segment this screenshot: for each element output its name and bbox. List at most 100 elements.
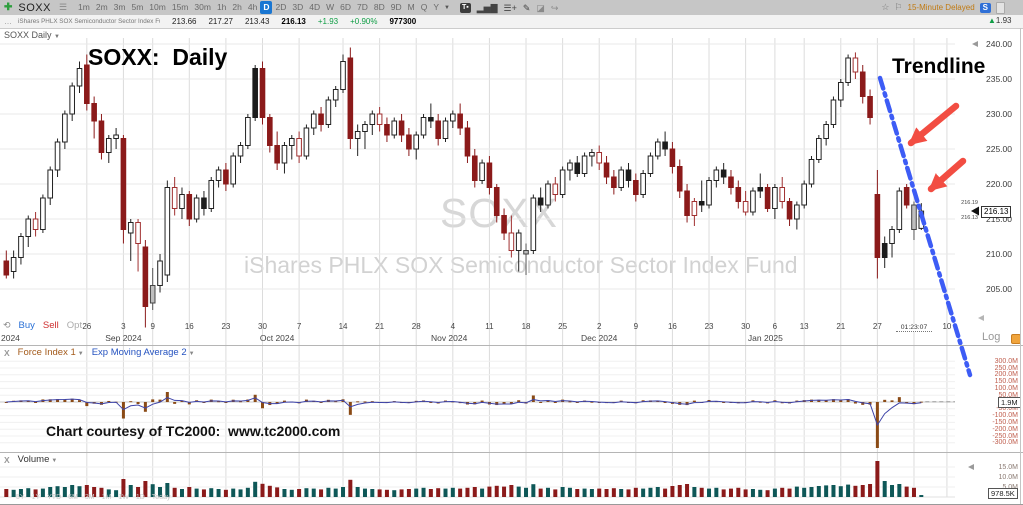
- timeframe-9D[interactable]: 9D: [390, 2, 402, 12]
- timeframe-Q[interactable]: Q: [420, 2, 428, 12]
- last-price-box: 216.13: [981, 205, 1012, 218]
- delayed-status-label: 15-Minute Delayed: [907, 3, 975, 12]
- month-label: Dec 2024: [581, 333, 618, 343]
- force-index-series: [4, 392, 955, 448]
- force-axis-label: 250.0M: [994, 364, 1018, 372]
- timeframe-Y[interactable]: Y: [433, 2, 440, 12]
- chart-type-icon[interactable]: ▂▅▇: [476, 2, 498, 13]
- quote-change: +1.93: [317, 17, 339, 26]
- share-icon[interactable]: ↪: [550, 2, 559, 13]
- add-symbol-icon[interactable]: ✚: [4, 2, 13, 13]
- refresh-icon[interactable]: ⟲: [3, 320, 11, 330]
- symbol-label[interactable]: SOXX: [18, 1, 51, 14]
- timeframe-7D[interactable]: 7D: [357, 2, 368, 12]
- timeframe-3D[interactable]: 3D: [292, 2, 304, 12]
- timeframe-15m[interactable]: 15m: [171, 2, 189, 12]
- layers-icon[interactable]: ◪: [536, 2, 545, 13]
- flag-icon[interactable]: ⚐: [894, 2, 903, 12]
- zoom-presets: 5Y 1Y YTD 6M 3M 1M 1W 1D Today: [16, 494, 170, 501]
- panel-divider-force[interactable]: [0, 345, 1023, 346]
- star-icon[interactable]: ☆: [881, 2, 890, 12]
- zoom-preset-5y[interactable]: 5Y: [16, 494, 25, 501]
- date-tick-label: 16: [667, 322, 677, 331]
- tool-icons: T▪ ▂▅▇ ☰+ ✎ ◪ ↪: [459, 2, 559, 13]
- date-tick-label: 28: [411, 322, 421, 331]
- timeframe-M[interactable]: M: [407, 2, 415, 12]
- zoom-preset-today[interactable]: Today: [151, 494, 171, 501]
- force-axis-label: 100.0M: [994, 384, 1018, 392]
- window-icon[interactable]: [996, 1, 1005, 14]
- toolbar-right: ☆ ⚐ 15-Minute Delayed S: [881, 0, 1005, 15]
- date-tick-label: 21: [836, 322, 846, 331]
- zoom-preset-1d[interactable]: 1D: [135, 494, 145, 501]
- timeframe-2D[interactable]: 2D: [275, 2, 287, 12]
- draw-icon[interactable]: ✎: [522, 2, 531, 13]
- volume-indicator-label[interactable]: Volume ▼: [17, 454, 58, 465]
- zoom-preset-ytd[interactable]: YTD: [47, 494, 62, 501]
- zoom-preset-1w[interactable]: 1W: [118, 494, 129, 501]
- timeframe-1m[interactable]: 1m: [78, 2, 90, 12]
- ema-indicator-label[interactable]: Exp Moving Average 2 ▼: [91, 347, 195, 358]
- zoom-preset-1y[interactable]: 1Y: [31, 494, 41, 501]
- template-icon[interactable]: T▪: [459, 2, 471, 13]
- timeframe-2h[interactable]: 2h: [232, 2, 242, 12]
- timeframe-5m[interactable]: 5m: [131, 2, 144, 12]
- timeframe-10m[interactable]: 10m: [149, 2, 166, 12]
- more-icon[interactable]: …: [4, 17, 12, 26]
- timeframe-4h[interactable]: 4h: [247, 2, 258, 12]
- timeframe-30m[interactable]: 30m: [194, 2, 211, 12]
- timeframe-3m[interactable]: 3m: [113, 2, 126, 12]
- chart-panel-label[interactable]: SOXX Daily ▼: [4, 30, 60, 40]
- menu-icon[interactable]: ☰: [58, 2, 68, 12]
- close-volume-panel-button[interactable]: X: [4, 454, 10, 465]
- timeframe-1h[interactable]: 1h: [216, 2, 227, 12]
- date-tick-label: 10: [942, 322, 952, 331]
- quote-volume: 977300: [389, 17, 417, 26]
- force-axis-label: 200.0M: [994, 371, 1018, 379]
- date-tick-label: 9: [150, 322, 155, 331]
- log-scale-toggle[interactable]: Log: [982, 331, 1001, 343]
- courtesy-text: Chart courtesy of TC2000: www.tc2000.com: [46, 423, 341, 439]
- chevron-down-icon: ▼: [188, 351, 195, 357]
- force-axis-label: 50.0M: [998, 391, 1018, 399]
- timeframe-D[interactable]: D: [260, 1, 273, 14]
- timeframe-W[interactable]: W: [326, 2, 335, 12]
- timeframe-2m[interactable]: 2m: [95, 2, 108, 12]
- date-tick-label: 14: [338, 322, 348, 331]
- volume-series: [4, 461, 924, 497]
- date-tick-label: 4: [450, 322, 456, 331]
- zoom-preset-1m[interactable]: 1M: [101, 494, 112, 501]
- date-tick-label: 9: [633, 322, 639, 331]
- close-force-panel-button[interactable]: X: [4, 347, 10, 358]
- panel-divider-volume[interactable]: [0, 452, 1023, 453]
- buy-button[interactable]: Buy: [18, 320, 35, 331]
- zoom-preset-6m[interactable]: 6M: [68, 494, 78, 501]
- force-panel-header: X Force Index 1 ▼ Exp Moving Average 2 ▼: [4, 347, 195, 358]
- streaming-badge[interactable]: S: [979, 2, 991, 13]
- bar-countdown: 01:23:07: [896, 324, 932, 332]
- chevron-down-icon: ▼: [77, 351, 84, 357]
- quote-last: 216.13: [281, 17, 306, 26]
- quote-low: 213.43: [244, 17, 270, 26]
- month-label: Nov 2024: [430, 333, 468, 343]
- price-axis-label: 225.00: [986, 144, 1012, 154]
- top-toolbar: ✚ SOXX ☰ 1m 2m 3m 5m 10m 15m 30m 1h 2h 4h D 2D 3D 4D W…: [0, 0, 1023, 16]
- add-study-icon[interactable]: ☰+: [503, 2, 517, 13]
- force-axis-label: -300.0M: [992, 439, 1018, 447]
- sell-button[interactable]: Sell: [42, 320, 59, 331]
- volume-current-value-box: 978.5K: [988, 488, 1018, 499]
- quote-bar: … iShares PHLX SOX Semiconductor Sector …: [0, 15, 1023, 29]
- force-index-indicator-label[interactable]: Force Index 1 ▼: [17, 347, 84, 358]
- timeframe-6D[interactable]: 6D: [340, 2, 352, 12]
- timeframe-8D[interactable]: 8D: [373, 2, 385, 12]
- options-button[interactable]: Opt: [66, 320, 83, 331]
- zoom-preset-3m[interactable]: 3M: [84, 494, 95, 501]
- window-right-edge: [1020, 28, 1021, 504]
- date-tick-label: 25: [558, 322, 568, 331]
- date-tick-label: 11: [485, 322, 494, 331]
- timeframe-4D[interactable]: 4D: [309, 2, 321, 12]
- timeframe-caret-icon[interactable]: ▼: [444, 4, 450, 11]
- price-axis-label: 235.00: [986, 74, 1012, 84]
- date-tick-label: 16: [184, 322, 194, 331]
